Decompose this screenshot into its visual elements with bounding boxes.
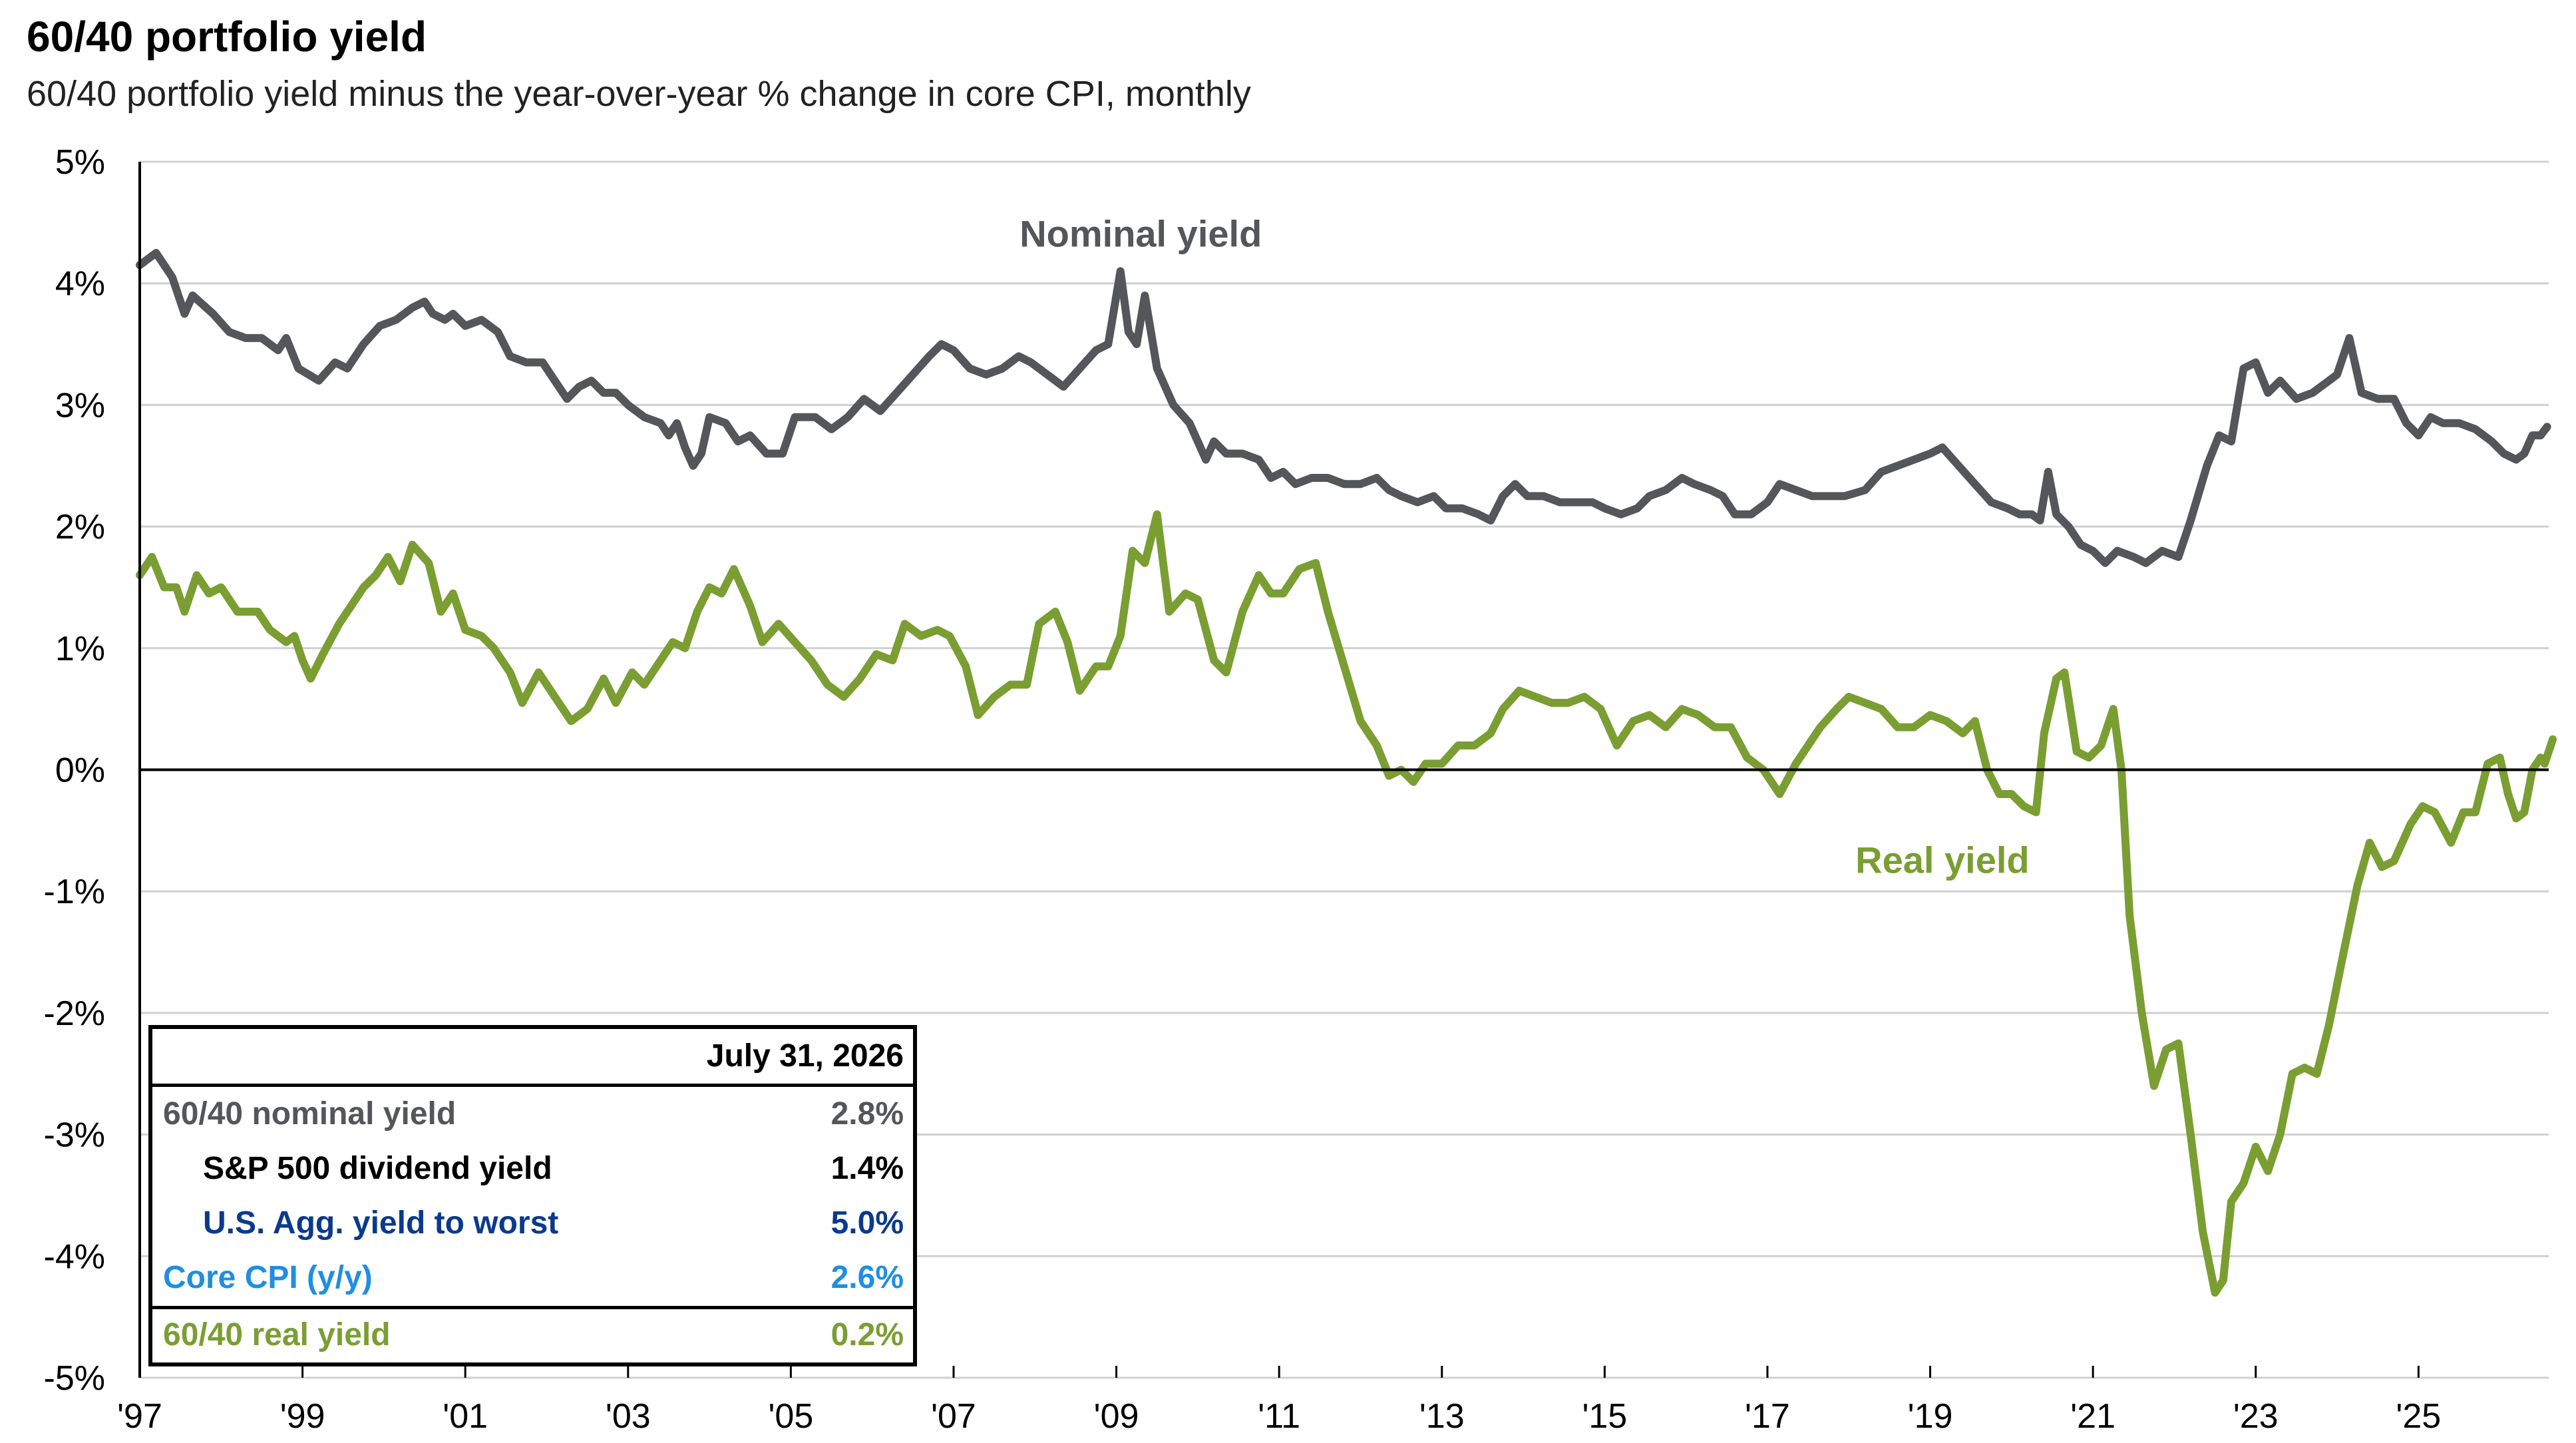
table-divider [152, 1306, 913, 1309]
x-tick-label: '07 [931, 1397, 976, 1436]
x-tick-label: '21 [2070, 1397, 2116, 1436]
x-axis-tick-labels: '97 '99 '01 '03 '05 '07 '09 '11 '13 '15 '17 '19 '21 '… [117, 1397, 2441, 1436]
summary-table-header: July 31, 2026 [152, 1029, 913, 1087]
x-tick-label: '97 [117, 1397, 162, 1436]
y-tick-label: -3% [44, 1116, 105, 1155]
real-yield-line [136, 510, 2557, 1297]
sp500-dividend-value: 1.4% [830, 1151, 904, 1186]
x-tick-label: '19 [1908, 1397, 1953, 1436]
y-tick-label: 2% [55, 508, 105, 546]
x-tick-label: '13 [1419, 1397, 1465, 1436]
x-tick-label: '01 [443, 1397, 488, 1436]
real-yield-label: 60/40 real yield [163, 1317, 391, 1352]
y-tick-label: -2% [44, 994, 105, 1033]
core-cpi-label: Core CPI (y/y) [163, 1260, 373, 1295]
nominal-yield-value: 2.8% [830, 1096, 904, 1132]
y-axis-tick-labels: 5% 4% 3% 2% 1% 0% -1% -2% -3% -4% -5% [44, 143, 105, 1398]
chart-title: 60/40 portfolio yield [27, 13, 427, 61]
x-tick-label: '99 [280, 1397, 325, 1436]
real-yield-annotation: Real yield [1855, 839, 2029, 881]
table-row-sp500-dividend: S&P 500 dividend yield 1.4% [152, 1141, 913, 1196]
x-tick-label: '15 [1582, 1397, 1627, 1436]
nominal-yield-annotation: Nominal yield [1019, 213, 1262, 255]
y-tick-label: 1% [55, 630, 105, 668]
x-tick-label: '17 [1745, 1397, 1790, 1436]
us-agg-label: U.S. Agg. yield to worst [203, 1205, 559, 1241]
y-tick-label: 3% [55, 386, 105, 425]
us-agg-value: 5.0% [830, 1205, 904, 1241]
series-lines [136, 249, 2557, 1297]
table-row-us-agg: U.S. Agg. yield to worst 5.0% [152, 1196, 913, 1251]
y-tick-label: 5% [55, 143, 105, 182]
x-tick-label: '11 [1258, 1397, 1300, 1436]
axes [138, 162, 2549, 1378]
y-tick-label: -5% [44, 1359, 105, 1398]
x-tick-label: '23 [2233, 1397, 2279, 1436]
y-tick-label: -1% [44, 873, 105, 911]
summary-table: July 31, 2026 60/40 nominal yield 2.8% S… [148, 1025, 917, 1366]
y-tick-label: 4% [55, 265, 105, 304]
sp500-dividend-label: S&P 500 dividend yield [203, 1151, 552, 1186]
core-cpi-value: 2.6% [830, 1260, 904, 1295]
x-tick-label: '25 [2396, 1397, 2441, 1436]
table-row-core-cpi: Core CPI (y/y) 2.6% [152, 1251, 913, 1305]
y-tick-label: 0% [55, 751, 105, 790]
x-tick-label: '09 [1094, 1397, 1139, 1436]
x-tick-label: '05 [768, 1397, 813, 1436]
chart-subtitle: 60/40 portfolio yield minus the year-ove… [27, 74, 1251, 114]
table-row-nominal-yield: 60/40 nominal yield 2.8% [152, 1087, 913, 1141]
x-tick-label: '03 [606, 1397, 651, 1436]
table-row-real-yield: 60/40 real yield 0.2% [152, 1308, 913, 1362]
nominal-yield-line [136, 249, 2551, 567]
real-yield-value: 0.2% [830, 1317, 904, 1352]
nominal-yield-label: 60/40 nominal yield [163, 1096, 457, 1132]
y-tick-label: -4% [44, 1237, 105, 1276]
table-date-header: July 31, 2026 [706, 1038, 904, 1074]
